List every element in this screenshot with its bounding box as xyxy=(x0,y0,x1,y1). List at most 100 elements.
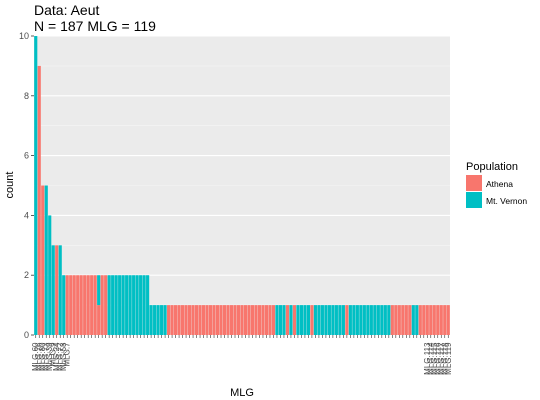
bar-mt-vernon xyxy=(341,305,345,335)
x-tick-label: MLG.76 xyxy=(35,342,44,371)
bar-mt-vernon xyxy=(107,275,111,335)
bar-mt-vernon xyxy=(387,305,391,335)
bars xyxy=(34,36,450,336)
bar-athena xyxy=(86,275,90,335)
bar-athena xyxy=(191,305,195,335)
bar-mt-vernon xyxy=(383,305,387,335)
bar-mt-vernon xyxy=(355,305,359,335)
bar-mt-vernon xyxy=(320,305,324,335)
bar-mt-vernon xyxy=(303,305,307,335)
x-tick-label: MLG.9 xyxy=(49,342,58,367)
bar-athena xyxy=(205,305,209,335)
x-tick-label: MLG.53 xyxy=(59,342,68,371)
bar-mt-vernon xyxy=(58,245,62,335)
bar-athena xyxy=(187,305,192,335)
chart-title: Data: Aeut xyxy=(34,2,99,18)
bar-athena xyxy=(83,275,87,335)
bar-athena xyxy=(226,305,230,335)
bar-mt-vernon xyxy=(380,305,384,335)
legend-title: Population xyxy=(466,161,518,173)
bar-mt-vernon xyxy=(153,305,157,335)
legend: Population Athena Mt. Vernon xyxy=(466,161,527,208)
bar-athena xyxy=(254,305,258,335)
bar-mt-vernon xyxy=(348,305,352,335)
bar-athena xyxy=(271,305,276,335)
bar-athena xyxy=(201,305,206,335)
y-tick-label: 8 xyxy=(24,91,29,101)
bar-mt-vernon xyxy=(62,275,66,335)
y-tick-label: 6 xyxy=(24,151,29,161)
bar-mt-vernon xyxy=(114,275,118,335)
x-axis: MLG.60MLG.76MLG.80MLG.73MLG.39MLG.9MLG.2… xyxy=(31,335,453,375)
legend-label-athena: Athena xyxy=(486,179,513,189)
chart-subtitle: N = 187 MLG = 119 xyxy=(34,18,156,34)
bar-mt-vernon xyxy=(376,305,380,335)
bar-mt-vernon xyxy=(338,305,342,335)
x-tick-label: MLG.116 xyxy=(433,342,442,375)
bar-mt-vernon xyxy=(296,305,300,335)
bar-mt-vernon xyxy=(111,275,115,335)
bar-athena xyxy=(93,275,97,335)
bar-mt-vernon xyxy=(359,305,363,335)
bar-mt-vernon xyxy=(324,305,328,335)
bar-mt-vernon xyxy=(334,305,338,335)
bar-athena xyxy=(261,305,265,335)
legend-label-mt-vernon: Mt. Vernon xyxy=(486,196,527,206)
bar-mt-vernon xyxy=(313,305,317,335)
x-tick-label: MLG.80 xyxy=(38,342,47,371)
bar-mt-vernon xyxy=(331,305,335,335)
bar-mt-vernon xyxy=(97,275,101,306)
bar-athena xyxy=(170,305,174,335)
x-tick-label: MLG.113 xyxy=(423,342,432,375)
bar-athena xyxy=(418,305,422,335)
bar-mt-vernon xyxy=(327,305,331,335)
bar-athena xyxy=(401,305,405,335)
bar-mt-vernon xyxy=(373,305,377,335)
x-tick-label: MLG.119 xyxy=(444,342,453,375)
bar-mt-vernon xyxy=(369,305,373,335)
x-tick-label: MLG.118 xyxy=(440,342,449,375)
bar-athena xyxy=(240,305,244,335)
x-tick-label: MLG.114 xyxy=(426,342,435,375)
bar-athena xyxy=(76,275,80,335)
bar-athena xyxy=(184,305,188,335)
bar-athena xyxy=(180,305,185,335)
bar-athena xyxy=(174,305,178,335)
bar-mt-vernon xyxy=(160,305,164,335)
bar-athena xyxy=(236,305,241,335)
bar-mt-vernon xyxy=(306,305,310,335)
bar-mt-vernon xyxy=(135,275,139,335)
y-tick-label: 4 xyxy=(24,210,29,220)
bar-athena xyxy=(397,305,401,335)
bar-athena xyxy=(345,305,349,335)
bar-athena xyxy=(443,305,447,335)
bar-mt-vernon xyxy=(275,305,279,335)
bar-athena xyxy=(310,305,314,335)
bar-mt-vernon xyxy=(366,305,370,335)
bar-athena xyxy=(167,305,171,335)
bar-athena xyxy=(264,305,269,335)
bar-athena xyxy=(37,65,41,336)
bar-athena xyxy=(177,305,181,335)
bar-mt-vernon xyxy=(128,275,132,335)
x-tick-label: MLG.115 xyxy=(430,342,439,375)
bar-mt-vernon xyxy=(352,305,356,335)
x-tick-label: MLG.117 xyxy=(437,342,446,375)
bar-athena xyxy=(90,275,94,335)
bar-athena xyxy=(292,305,297,335)
bar-mt-vernon xyxy=(48,215,52,335)
y-axis-title: count xyxy=(4,172,16,199)
bar-athena xyxy=(285,305,290,335)
bar-athena xyxy=(104,275,108,335)
bar-mt-vernon xyxy=(278,305,283,335)
bar-athena xyxy=(233,305,237,335)
bar-mt-vernon xyxy=(142,275,146,335)
x-tick-label: MLG.24 xyxy=(52,342,61,371)
bar-athena xyxy=(198,305,202,335)
bar-athena xyxy=(268,305,272,335)
bar-athena xyxy=(425,305,429,335)
x-tick-label: MLG.60 xyxy=(31,342,40,371)
x-tick-label: MLG.39 xyxy=(45,342,54,371)
x-tick-label: MLG.7 xyxy=(63,342,72,367)
